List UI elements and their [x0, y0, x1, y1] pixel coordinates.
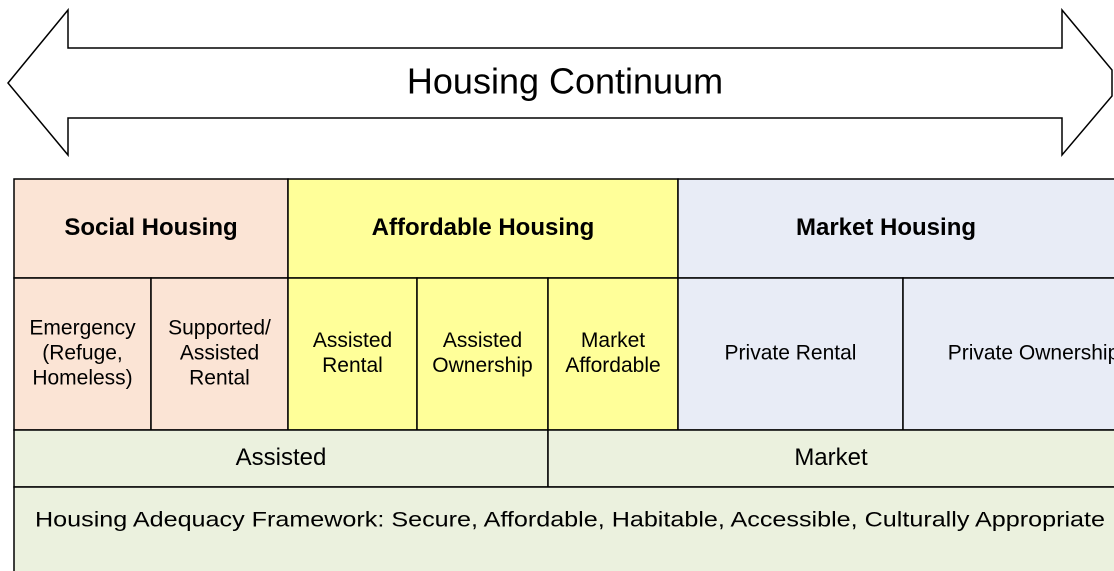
subcategory-cell	[13, 277, 152, 431]
tenure-label: Assisted	[236, 444, 327, 471]
subcategory-label: Private Ownership	[948, 342, 1114, 365]
diagram-title: Housing Continuum	[407, 61, 723, 102]
subcategory-cell	[547, 277, 679, 431]
subcategory-label: Emergency	[29, 317, 136, 340]
subcategory-label: Assisted	[180, 342, 259, 365]
subcategory-cell	[416, 277, 549, 431]
subcategory-label: Market	[581, 329, 645, 352]
group-header: Affordable Housing	[372, 214, 595, 241]
group-header: Market Housing	[796, 214, 976, 241]
subcategory-cell	[902, 277, 1114, 431]
group-header: Social Housing	[64, 214, 237, 241]
subcategory-label: Rental	[189, 367, 250, 390]
group-header-cell	[677, 178, 1114, 279]
subcategory-cell	[677, 277, 904, 431]
subcategory-label: (Refuge,	[42, 342, 123, 365]
double-arrow	[7, 7, 1113, 158]
group-header-cell	[287, 178, 679, 279]
subcategory-label: Assisted	[313, 329, 392, 352]
subcategory-label: Homeless)	[32, 367, 132, 390]
group-header-cell	[13, 178, 289, 279]
subcategory-label: Affordable	[565, 354, 660, 377]
framework-cell	[13, 486, 1114, 571]
subcategory-label: Assisted	[443, 329, 522, 352]
subcategory-label: Ownership	[432, 354, 532, 377]
subcategory-label: Rental	[322, 354, 383, 377]
subcategory-label: Private Rental	[725, 342, 857, 365]
tenure-label: Market	[794, 444, 868, 471]
framework-label: Housing Adequacy Framework: Secure, Affo…	[35, 509, 1105, 532]
subcategory-label: Supported/	[168, 317, 271, 340]
